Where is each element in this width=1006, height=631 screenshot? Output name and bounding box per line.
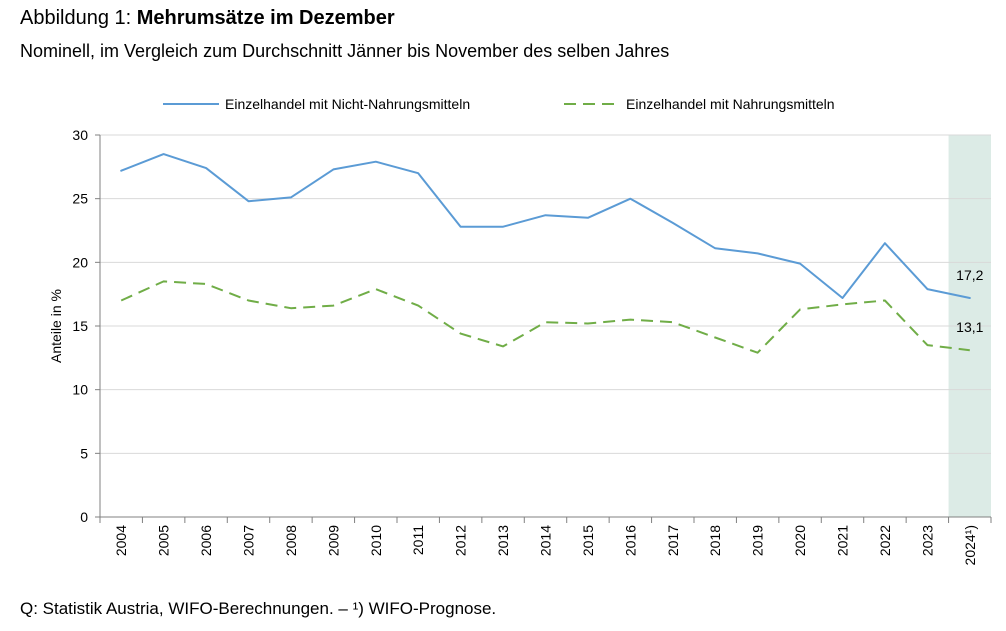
chart-subtitle: Nominell, im Vergleich zum Durchschnitt … [20, 41, 670, 61]
data-point [798, 307, 802, 311]
data-point [416, 304, 420, 308]
data-label: 13,1 [956, 319, 983, 335]
series-line-2 [120, 280, 970, 354]
data-point [586, 321, 590, 325]
data-point [416, 171, 420, 175]
x-tick-label: 2008 [283, 525, 299, 556]
data-point [501, 344, 505, 348]
data-point [374, 287, 378, 291]
y-tick-label: 25 [72, 191, 88, 207]
x-tick-label: 2009 [325, 525, 341, 556]
data-point [119, 299, 123, 303]
data-point [756, 251, 760, 255]
data-point [713, 335, 717, 339]
x-tick-label: 2004 [113, 525, 129, 556]
data-point [671, 320, 675, 324]
x-tick-label: 2017 [665, 525, 681, 556]
data-point [247, 299, 251, 303]
data-point [671, 221, 675, 225]
data-point [247, 199, 251, 203]
data-point [331, 304, 335, 308]
data-point [374, 160, 378, 164]
x-tick-label: 2016 [622, 525, 638, 556]
data-point [459, 225, 463, 229]
y-tick-label: 10 [72, 382, 88, 398]
data-point [459, 332, 463, 336]
data-point [968, 348, 972, 352]
data-point [925, 343, 929, 347]
y-tick-label: 20 [72, 254, 88, 270]
chart-title-bold: Mehrumsätze im Dezember [136, 7, 395, 29]
data-point [883, 299, 887, 303]
data-point [162, 152, 166, 156]
x-tick-label: 2021 [835, 525, 851, 556]
data-point [119, 169, 123, 173]
y-tick-label: 0 [80, 509, 88, 525]
data-point [798, 262, 802, 266]
data-point [841, 296, 845, 300]
data-point [162, 279, 166, 283]
data-point [544, 320, 548, 324]
data-point [289, 306, 293, 310]
x-tick-label: 2006 [198, 525, 214, 556]
y-tick-label: 30 [72, 127, 88, 143]
chart-title: Abbildung 1: Mehrumsätze im Dezember [20, 6, 395, 30]
x-tick-label: 2005 [156, 525, 172, 556]
data-point [628, 197, 632, 201]
y-axis-label: Anteile in % [48, 289, 64, 363]
x-tick-label: 2015 [580, 525, 596, 556]
x-tick-label: 2007 [241, 525, 257, 556]
y-tick-label: 15 [72, 318, 88, 334]
data-label: 17,2 [956, 267, 983, 283]
data-point [331, 167, 335, 171]
data-point [883, 241, 887, 245]
x-tick-label: 2019 [750, 525, 766, 556]
data-point [756, 351, 760, 355]
x-tick-label: 2020 [792, 525, 808, 556]
data-point [501, 225, 505, 229]
legend-label-2: Einzelhandel mit Nahrungsmitteln [626, 96, 835, 112]
data-point [713, 246, 717, 250]
x-tick-label: 2018 [707, 525, 723, 556]
x-tick-label: 2012 [453, 525, 469, 556]
data-point [628, 318, 632, 322]
x-tick-label: 2011 [410, 525, 426, 555]
x-tick-label: 2023 [919, 525, 935, 556]
data-point [586, 216, 590, 220]
y-tick-label: 5 [80, 445, 88, 461]
data-point [544, 213, 548, 217]
data-point [204, 166, 208, 170]
x-tick-label: 2022 [877, 525, 893, 556]
source-note: Q: Statistik Austria, WIFO-Berechnungen.… [20, 599, 497, 618]
x-tick-label: 2010 [368, 525, 384, 556]
x-tick-label: 2014 [538, 525, 554, 556]
data-point [925, 287, 929, 291]
data-point [289, 195, 293, 199]
data-point [841, 302, 845, 306]
legend-label-1: Einzelhandel mit Nicht-Nahrungsmitteln [225, 96, 470, 112]
data-point [968, 296, 972, 300]
data-point [204, 282, 208, 286]
chart-title-prefix: Abbildung 1: [20, 7, 137, 29]
x-tick-label: 2013 [495, 525, 511, 556]
series-line-1 [120, 153, 971, 299]
x-tick-label: 2024¹) [962, 525, 978, 565]
